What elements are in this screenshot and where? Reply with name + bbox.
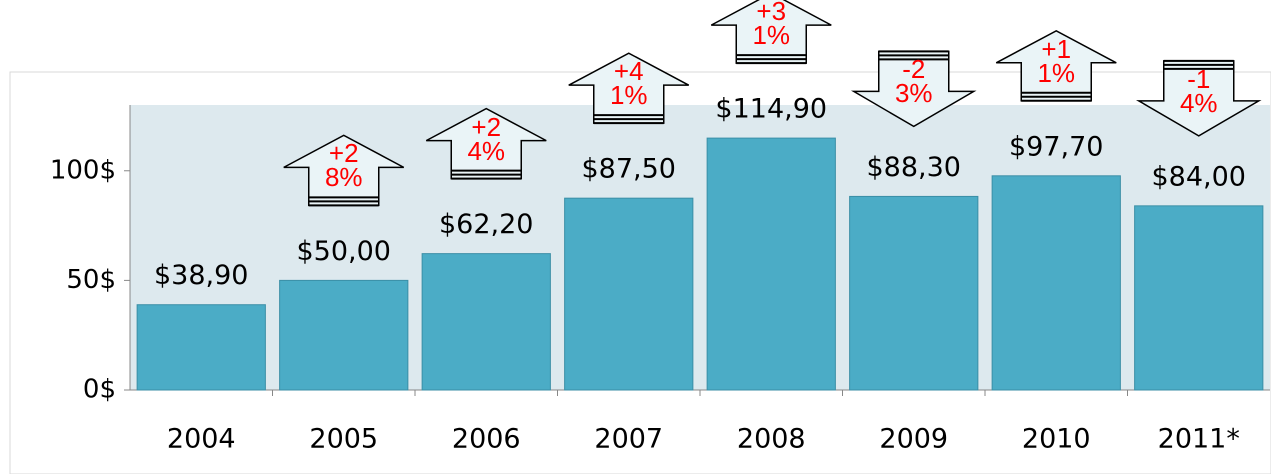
bar — [421, 253, 551, 391]
bar — [1134, 205, 1264, 391]
value-label: $38,90 — [154, 260, 248, 291]
up-arrow — [283, 134, 405, 207]
x-tick-label: 2005 — [309, 424, 378, 455]
bar — [991, 175, 1121, 391]
bar — [564, 197, 694, 391]
bar — [136, 304, 266, 391]
x-tick-label: 2006 — [452, 424, 521, 455]
bar — [279, 279, 409, 391]
value-label: $50,00 — [297, 236, 391, 267]
change-label: +24% — [467, 111, 506, 166]
x-tick-label: 2010 — [1022, 424, 1091, 455]
down-arrow — [850, 50, 977, 128]
y-tick-label: 0$ — [83, 375, 116, 405]
x-tick-label: 2008 — [737, 424, 806, 455]
change-label: +11% — [1037, 33, 1076, 88]
x-tick-label: 2007 — [594, 424, 663, 455]
change-label: +28% — [324, 138, 363, 193]
value-label: $84,00 — [1152, 161, 1246, 192]
down-arrow — [1135, 60, 1262, 137]
x-tick-label: 2009 — [879, 424, 948, 455]
y-tick-label: 50$ — [66, 265, 116, 295]
change-label: +41% — [609, 56, 648, 111]
value-label: $62,20 — [439, 209, 533, 240]
up-arrow — [425, 107, 547, 180]
value-label: $87,50 — [582, 154, 676, 185]
y-tick-label: 100$ — [50, 155, 116, 185]
up-arrow — [710, 0, 832, 64]
change-label: -23% — [894, 54, 933, 109]
x-tick-label: 2011* — [1158, 424, 1240, 455]
up-arrow — [568, 52, 690, 124]
bar — [849, 195, 979, 391]
change-label: -14% — [1179, 63, 1218, 118]
value-label: $97,70 — [1009, 131, 1103, 162]
change-label: +31% — [752, 0, 791, 51]
up-arrow — [995, 29, 1117, 102]
value-label: $88,30 — [867, 152, 961, 183]
bar — [706, 137, 836, 391]
x-tick-label: 2004 — [167, 424, 236, 455]
value-label: $114,90 — [715, 94, 827, 125]
